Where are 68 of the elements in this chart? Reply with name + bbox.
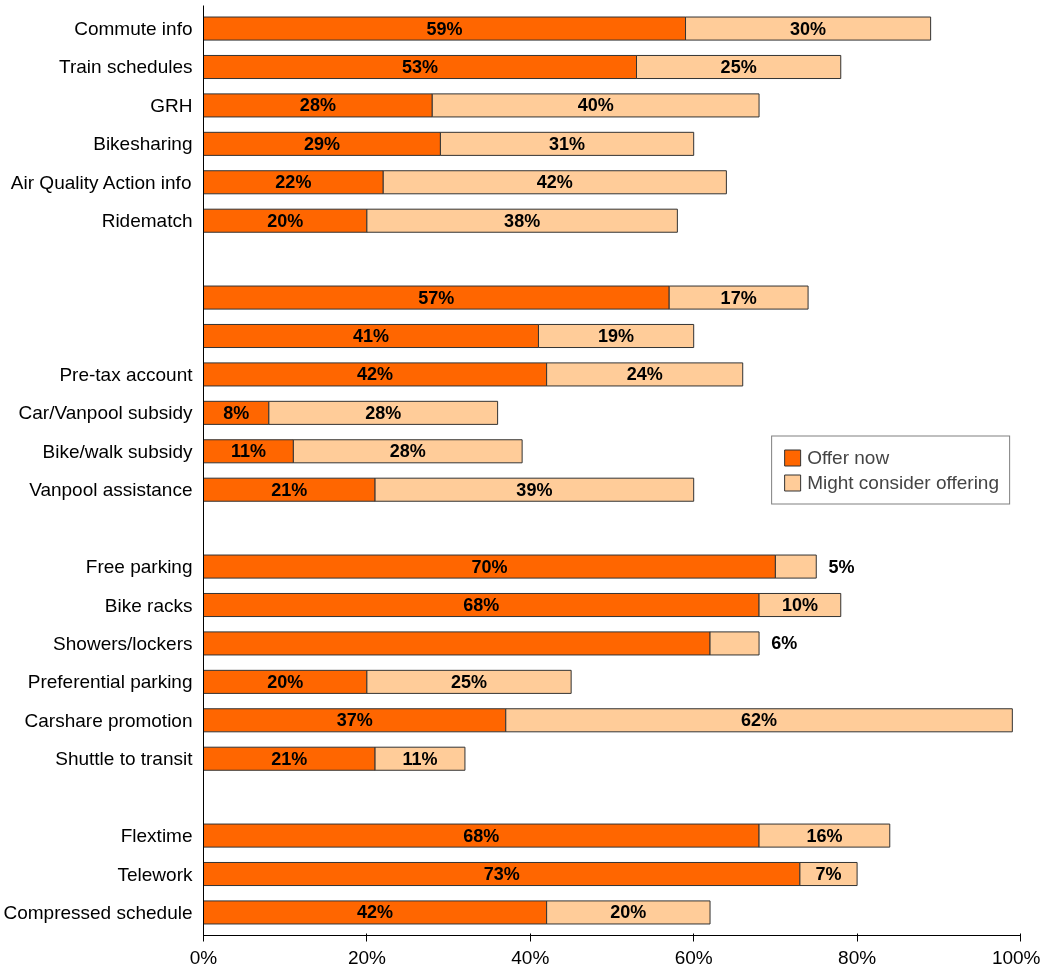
y-tick-label: Shuttle to transit: [55, 748, 194, 770]
data-label: 29%: [303, 133, 340, 154]
x-tick-label: 0%: [189, 946, 218, 968]
data-label: 62%: [741, 710, 778, 731]
x-tick-label: 20%: [347, 946, 387, 968]
data-label: 41%: [352, 326, 389, 346]
y-tick-label: GRH: [150, 94, 193, 116]
data-label: 38%: [504, 210, 541, 231]
y-tick-label: Bike racks: [104, 594, 193, 616]
data-label: 42%: [357, 364, 394, 385]
x-tick-label: 80%: [838, 946, 877, 968]
y-tick-label: Air Quality Action info: [10, 171, 192, 193]
data-label: 8%: [223, 402, 250, 423]
data-label: 53%: [401, 56, 439, 77]
y-tick-label: Train schedules: [59, 56, 193, 78]
data-label: 37%: [336, 710, 373, 731]
data-label: 19%: [598, 326, 635, 346]
data-label: 31%: [549, 133, 586, 154]
y-tick-label: Compressed schedule: [3, 901, 193, 923]
y-tick-label: Showers/lockers: [53, 632, 193, 654]
data-label: 70%: [471, 556, 508, 577]
data-label: 16%: [806, 825, 843, 846]
data-label: 40%: [577, 95, 614, 116]
y-tick-label: Car/Vanpool subsidy: [18, 402, 193, 424]
legend-label: Might consider offering: [807, 471, 999, 494]
data-label: 25%: [451, 671, 488, 692]
y-tick-label: Free parking: [85, 556, 193, 578]
data-label: 39%: [516, 479, 553, 500]
y-tick-label: Pre-tax account: [59, 363, 194, 385]
y-tick-label: Preferential parking: [27, 671, 193, 693]
data-label: 5%: [828, 556, 855, 577]
y-tick-label: Telework: [117, 863, 193, 885]
y-tick-label: Flextime: [120, 825, 193, 847]
data-label: 73%: [483, 864, 520, 885]
data-label: 28%: [389, 441, 426, 462]
data-label: 20%: [267, 671, 304, 692]
data-label: 11%: [230, 441, 266, 462]
data-label: 30%: [790, 18, 827, 39]
data-label: 11%: [402, 748, 438, 769]
y-tick-label: Commute info: [74, 18, 193, 40]
data-label: 68%: [463, 825, 500, 846]
data-label: 22%: [275, 172, 312, 193]
data-label: 59%: [426, 18, 463, 39]
data-label: 24%: [626, 364, 663, 385]
data-label: 28%: [365, 402, 402, 423]
data-label: 25%: [720, 56, 757, 77]
x-tick-label: 60%: [674, 946, 713, 968]
data-label: 7%: [815, 864, 842, 885]
x-tick-label: 100%: [991, 946, 1041, 968]
legend-label: Offer now: [807, 446, 890, 469]
data-label: 20%: [610, 902, 647, 923]
data-label: 20%: [267, 210, 304, 231]
y-tick-label: Carshare promotion: [24, 709, 193, 731]
data-label: 42%: [536, 172, 573, 193]
data-label: 21%: [271, 748, 308, 769]
data-label: 28%: [299, 95, 336, 116]
x-tick-label: 40%: [511, 946, 550, 968]
y-tick-label: Bike/walk subsidy: [42, 440, 193, 462]
data-label: 57%: [418, 287, 455, 308]
data-label: 17%: [720, 287, 757, 308]
data-label: 68%: [463, 595, 500, 615]
y-tick-label: Ridematch: [101, 210, 193, 232]
data-label: 10%: [781, 595, 818, 615]
y-tick-label: Bikesharing: [93, 133, 193, 155]
data-label: 21%: [271, 479, 308, 500]
data-label: 6%: [771, 633, 798, 654]
y-tick-label: Vanpool assistance: [29, 479, 193, 501]
data-label: 42%: [357, 902, 394, 923]
